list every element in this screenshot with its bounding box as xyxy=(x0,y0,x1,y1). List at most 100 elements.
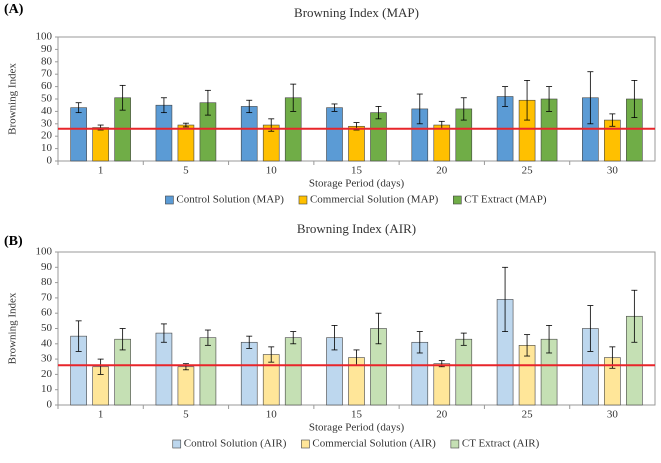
bar xyxy=(92,127,109,162)
error-bar xyxy=(246,335,253,349)
legend-swatch xyxy=(453,195,462,205)
x-tick-label: 10 xyxy=(266,165,278,177)
error-bar xyxy=(524,334,531,357)
bar xyxy=(433,124,451,162)
panel-label: (A) xyxy=(4,2,24,17)
legend-label: Commercial Solution (AIR) xyxy=(312,438,436,450)
chart-title: Browning Index (MAP) xyxy=(294,5,419,20)
y-tick-label: 100 xyxy=(36,246,53,258)
y-tick-label: 0 xyxy=(47,155,53,167)
x-tick-label: 5 xyxy=(183,165,189,177)
y-axis-title: Browning Index xyxy=(7,292,19,364)
legend-label: CT Extract (MAP) xyxy=(464,194,547,206)
legend-label: Commercial Solution (MAP) xyxy=(310,194,439,206)
bar xyxy=(177,366,195,406)
x-tick-label: 20 xyxy=(436,409,448,421)
legend-label: Control Solution (AIR) xyxy=(184,438,287,450)
x-tick-label: 1 xyxy=(98,409,104,421)
error-bar xyxy=(160,323,167,343)
y-tick-label: 70 xyxy=(41,291,53,303)
error-bar xyxy=(460,97,467,121)
x-tick-label: 20 xyxy=(436,165,448,177)
bar xyxy=(370,112,387,162)
y-tick-label: 80 xyxy=(41,55,53,67)
y-tick-label: 10 xyxy=(41,383,53,395)
error-bar xyxy=(375,106,382,120)
x-tick-label: 10 xyxy=(266,409,278,421)
x-axis-title: Storage Period (days) xyxy=(309,422,405,434)
error-bar xyxy=(416,93,423,125)
bar xyxy=(455,338,473,406)
legend-label: CT Extract (AIR) xyxy=(462,438,540,450)
error-bar xyxy=(246,99,253,114)
error-bar xyxy=(119,84,126,111)
bar xyxy=(326,107,343,162)
x-tick-label: 25 xyxy=(522,165,534,177)
bar xyxy=(348,125,365,162)
y-tick-label: 80 xyxy=(41,276,53,288)
y-tick-label: 30 xyxy=(41,117,53,129)
error-bar xyxy=(546,325,553,354)
error-bar xyxy=(546,86,553,112)
y-tick-label: 20 xyxy=(41,130,53,142)
error-bar xyxy=(609,113,616,127)
error-bar xyxy=(375,312,382,345)
x-tick-label: 15 xyxy=(351,165,363,177)
bar xyxy=(433,363,451,406)
error-bar xyxy=(631,80,638,118)
error-bar xyxy=(524,80,531,121)
x-axis-title: Storage Period (days) xyxy=(309,178,405,190)
error-bar xyxy=(75,102,82,114)
bar xyxy=(155,104,173,162)
y-tick-label: 50 xyxy=(41,322,53,334)
y-tick-label: 30 xyxy=(41,353,53,365)
error-bar xyxy=(502,266,509,332)
error-bar xyxy=(204,329,211,346)
panel-label: (B) xyxy=(4,234,23,249)
error-bar xyxy=(290,331,297,345)
error-bar xyxy=(631,289,638,343)
bar xyxy=(284,337,302,406)
x-tick-label: 30 xyxy=(607,409,619,421)
y-tick-label: 60 xyxy=(41,307,53,319)
x-tick-label: 25 xyxy=(522,409,534,421)
y-tick-label: 60 xyxy=(41,80,53,92)
bar xyxy=(177,124,195,162)
error-bar xyxy=(502,86,509,107)
bar xyxy=(155,332,173,406)
bar xyxy=(199,337,217,406)
bar xyxy=(70,107,87,162)
y-tick-label: 90 xyxy=(41,43,53,55)
error-bar xyxy=(587,71,594,125)
legend-label: Control Solution (MAP) xyxy=(176,194,284,206)
y-tick-label: 50 xyxy=(41,93,53,105)
y-axis-title: Browning Index xyxy=(7,63,19,135)
y-tick-label: 40 xyxy=(41,105,53,117)
error-bar xyxy=(268,346,275,363)
legend-swatch xyxy=(165,195,174,205)
legend-swatch xyxy=(298,195,308,205)
x-tick-label: 15 xyxy=(351,409,363,421)
error-bar xyxy=(331,103,338,112)
y-tick-label: 70 xyxy=(41,68,53,80)
error-bar xyxy=(460,332,467,346)
error-bar xyxy=(119,328,126,351)
x-tick-label: 30 xyxy=(607,165,619,177)
error-bar xyxy=(160,97,167,114)
error-bar xyxy=(331,325,338,351)
error-bar xyxy=(182,122,189,128)
error-bar xyxy=(416,331,423,354)
error-bar xyxy=(290,83,297,112)
legend-swatch xyxy=(450,439,460,449)
y-tick-label: 40 xyxy=(41,337,53,349)
error-bar xyxy=(97,358,104,375)
y-tick-label: 20 xyxy=(41,368,53,380)
legend-swatch xyxy=(172,439,182,449)
legend-swatch xyxy=(301,439,310,449)
error-bar xyxy=(75,320,82,352)
error-bar xyxy=(587,305,594,352)
y-tick-label: 0 xyxy=(47,399,53,411)
x-tick-label: 5 xyxy=(183,409,189,421)
error-bar xyxy=(204,89,211,116)
